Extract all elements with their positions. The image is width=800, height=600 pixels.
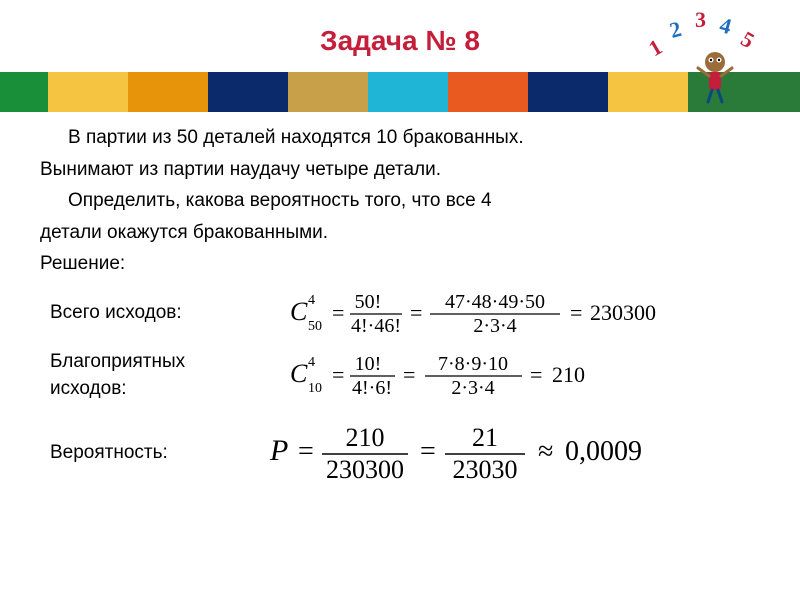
svg-text:10!: 10!: [355, 353, 382, 375]
svg-text:4: 4: [308, 293, 315, 308]
formula-favorable: C 4 10 = 10! 4!·6! = 7·8·9·10 2·3·4 = 21…: [240, 350, 760, 400]
svg-text:C: C: [290, 359, 308, 388]
color-bar-segment: [0, 72, 48, 112]
color-bar-segment: [128, 72, 208, 112]
svg-text:230300: 230300: [590, 300, 656, 325]
svg-text:4!·6!: 4!·6!: [352, 377, 392, 399]
svg-text:50: 50: [308, 319, 322, 334]
favorable-label: Благоприятных исходов:: [40, 348, 240, 403]
total-label: Всего исходов:: [40, 299, 240, 327]
problem-line-3: Определить, какова вероятность того, что…: [40, 187, 760, 215]
color-bar-segment: [368, 72, 448, 112]
deco-num-2: 2: [667, 16, 684, 44]
svg-text:=: =: [332, 362, 344, 387]
svg-text:7·8·9·10: 7·8·9·10: [438, 353, 508, 375]
formula-probability: P = 210 230300 = 21 23030 ≈ 0,0009: [240, 418, 760, 488]
svg-text:=: =: [570, 300, 582, 325]
svg-text:10: 10: [308, 381, 322, 396]
solution-label: Решение:: [40, 250, 760, 278]
svg-text:0,0009: 0,0009: [565, 436, 642, 467]
favorable-outcomes-row: Благоприятных исходов: C 4 10 = 10! 4!·6…: [40, 348, 760, 403]
color-bar-segment: [208, 72, 288, 112]
color-bar-segment: [528, 72, 608, 112]
svg-text:=: =: [403, 362, 415, 387]
probability-row: Вероятность: P = 210 230300 = 21 23030 ≈…: [40, 418, 760, 488]
svg-text:=: =: [298, 436, 314, 467]
svg-text:4: 4: [308, 355, 315, 370]
svg-text:50!: 50!: [355, 291, 382, 313]
svg-text:21: 21: [472, 423, 498, 452]
svg-text:47·48·49·50: 47·48·49·50: [445, 291, 545, 313]
svg-text:2·3·4: 2·3·4: [473, 315, 516, 337]
total-outcomes-row: Всего исходов: C 4 50 = 50! 4!·46! = 47·…: [40, 288, 760, 338]
svg-text:4!·46!: 4!·46!: [351, 315, 401, 337]
svg-text:210: 210: [346, 423, 385, 452]
corner-decoration: 1 2 3 4 5: [650, 5, 770, 95]
character-icon: [690, 50, 740, 105]
svg-text:230300: 230300: [326, 455, 404, 484]
formula-total: C 4 50 = 50! 4!·46! = 47·48·49·50 2·3·4 …: [240, 288, 760, 338]
deco-num-3: 3: [695, 7, 706, 33]
problem-line-2: Вынимают из партии наудачу четыре детали…: [40, 156, 760, 184]
svg-text:=: =: [332, 300, 344, 325]
svg-text:=: =: [410, 300, 422, 325]
color-bar-segment: [48, 72, 128, 112]
svg-text:C: C: [290, 297, 308, 326]
svg-text:2·3·4: 2·3·4: [451, 377, 494, 399]
problem-line-1: В партии из 50 деталей находятся 10 брак…: [40, 124, 760, 152]
svg-text:210: 210: [552, 362, 585, 387]
svg-text:≈: ≈: [538, 436, 553, 467]
svg-text:P: P: [269, 434, 288, 467]
probability-label: Вероятность:: [40, 439, 240, 467]
svg-text:=: =: [420, 436, 436, 467]
problem-line-4: детали окажутся бракованными.: [40, 219, 760, 247]
svg-text:23030: 23030: [453, 455, 518, 484]
content-area: В партии из 50 деталей находятся 10 брак…: [0, 112, 800, 488]
color-bar-segment: [288, 72, 368, 112]
svg-text:=: =: [530, 362, 542, 387]
color-bar-segment: [448, 72, 528, 112]
deco-num-4: 4: [717, 12, 734, 40]
